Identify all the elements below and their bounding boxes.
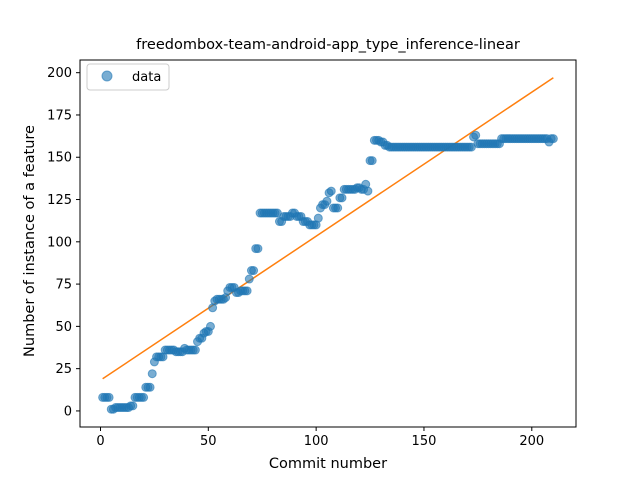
data-point — [244, 274, 254, 284]
y-tick-label: 25 — [55, 362, 72, 377]
data-point — [147, 369, 157, 379]
x-tick-label: 50 — [200, 434, 217, 449]
data-point — [471, 130, 481, 140]
data-point — [249, 266, 259, 276]
y-tick-label: 175 — [47, 108, 72, 123]
y-tick-label: 75 — [55, 278, 72, 293]
legend-label-data: data — [132, 70, 161, 85]
chart-title: freedombox-team-android-app_type_inferen… — [136, 37, 520, 53]
legend: data — [86, 63, 170, 91]
data-point — [322, 196, 332, 206]
data-point — [205, 321, 215, 331]
data-point — [337, 193, 347, 203]
y-tick-label: 100 — [47, 235, 72, 250]
y-axis-ticks: 0 25 50 75 100 125 150 175 200 — [47, 66, 80, 419]
legend-box — [86, 63, 170, 91]
data-point — [145, 382, 155, 392]
data-point — [139, 392, 149, 402]
data-point — [128, 401, 138, 411]
axes-frame — [79, 59, 577, 428]
fit-line-group — [102, 77, 554, 380]
data-points-group — [98, 130, 558, 414]
data-point — [104, 392, 114, 402]
data-point — [313, 213, 323, 223]
y-tick-label: 150 — [47, 151, 72, 166]
plot-area — [98, 77, 558, 414]
data-point — [333, 203, 343, 213]
data-point — [363, 186, 373, 196]
x-tick-label: 200 — [519, 434, 544, 449]
y-tick-label: 125 — [47, 193, 72, 208]
y-axis-label: Number of instance of a feature — [22, 125, 38, 357]
legend-marker-data — [101, 70, 113, 82]
y-tick-label: 50 — [55, 320, 72, 335]
x-axis-label: Commit number — [269, 456, 387, 472]
data-point — [326, 186, 336, 196]
x-axis-ticks: 0 50 100 150 200 — [96, 427, 544, 449]
x-tick-label: 0 — [96, 434, 104, 449]
fit-line — [102, 77, 554, 380]
data-point — [548, 134, 558, 144]
y-tick-label: 200 — [47, 66, 72, 81]
data-point — [367, 156, 377, 166]
data-point — [190, 345, 200, 355]
data-point — [253, 244, 263, 254]
y-tick-label: 0 — [64, 404, 72, 419]
x-tick-label: 150 — [412, 434, 437, 449]
data-point — [242, 286, 252, 296]
x-tick-label: 100 — [304, 434, 329, 449]
